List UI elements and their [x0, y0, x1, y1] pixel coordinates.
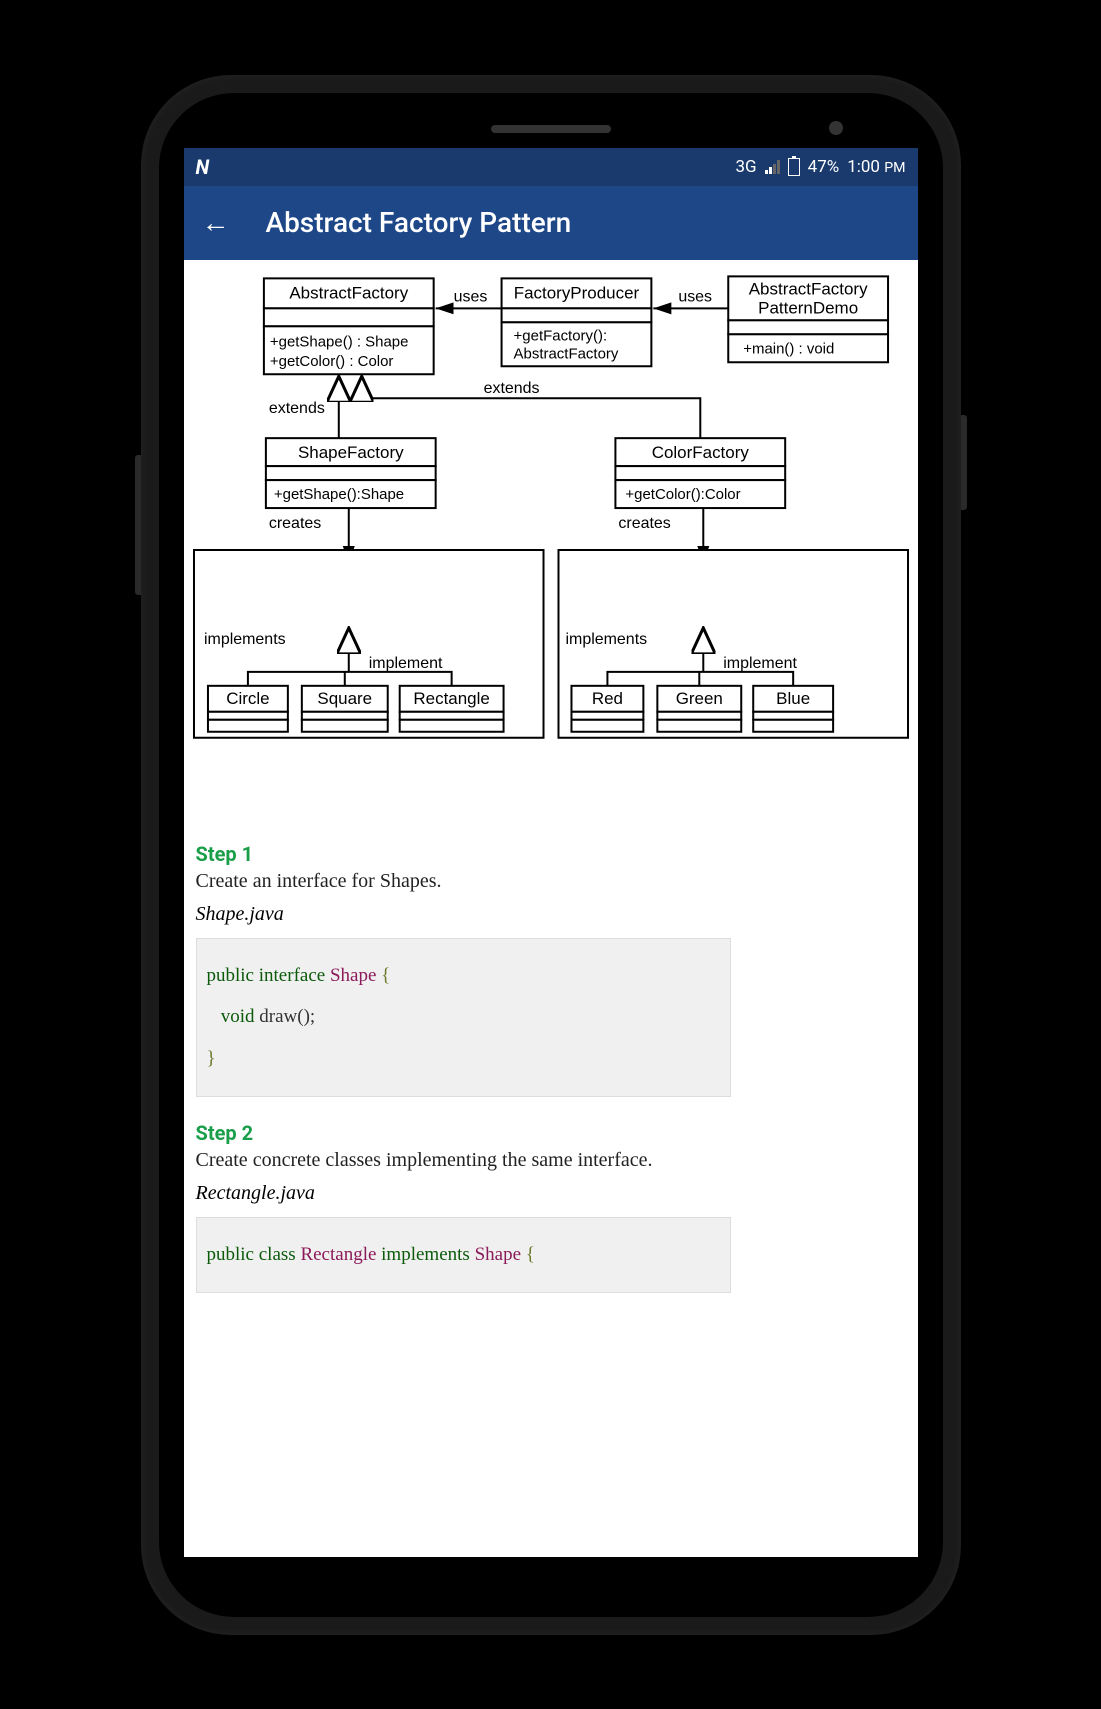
svg-text:ShapeFactory: ShapeFactory: [297, 443, 403, 462]
svg-text:PatternDemo: PatternDemo: [758, 298, 858, 317]
uml-node-color-factory: ColorFactory +getColor():Color: [615, 438, 785, 508]
svg-text:Green: Green: [675, 688, 722, 707]
svg-text:+getFactory():: +getFactory():: [513, 327, 607, 344]
svg-text:+main() : void: +main() : void: [743, 340, 834, 357]
volume-button: [135, 455, 141, 595]
svg-text:+getShape() : Shape: +getShape() : Shape: [269, 333, 408, 350]
svg-text:+getColor():Color: +getColor():Color: [625, 486, 740, 503]
uml-node-square: Square: [301, 685, 387, 731]
speaker-grill: [491, 125, 611, 133]
back-arrow-icon[interactable]: ←: [202, 206, 230, 239]
code-block: public interface Shape { void draw();}: [196, 938, 731, 1097]
uml-node-rectangle: Rectangle: [399, 685, 503, 731]
svg-text:FactoryProducer: FactoryProducer: [513, 283, 639, 302]
phone-inner: N 3G 47% 1:00 PM ← Abstract Factory Patt…: [159, 93, 943, 1617]
power-button: [961, 415, 967, 510]
clock-time: 1:00 PM: [847, 157, 905, 177]
uml-node-shape-factory: ShapeFactory +getShape():Shape: [265, 438, 435, 508]
svg-text:AbstractFactory: AbstractFactory: [748, 279, 867, 298]
code-block: public class Rectangle implements Shape …: [196, 1217, 731, 1293]
uml-node-green: Green: [657, 685, 741, 731]
uml-node-abstract-factory: AbstractFactory +getShape() : Shape +get…: [263, 278, 433, 374]
svg-text:AbstractFactory: AbstractFactory: [513, 345, 618, 362]
network-type: 3G: [736, 157, 757, 177]
svg-text:uses: uses: [453, 288, 487, 305]
front-camera: [829, 121, 843, 135]
uml-diagram: AbstractFactory +getShape() : Shape +get…: [184, 268, 918, 838]
battery-icon: [788, 158, 800, 176]
status-left: N: [196, 155, 210, 179]
screen: N 3G 47% 1:00 PM ← Abstract Factory Patt…: [184, 148, 918, 1557]
uml-node-demo: AbstractFactory PatternDemo +main() : vo…: [728, 276, 888, 362]
svg-text:Blue: Blue: [776, 688, 810, 707]
page-title: Abstract Factory Pattern: [266, 206, 572, 239]
svg-text:Red: Red: [591, 688, 622, 707]
svg-text:implement: implement: [723, 654, 797, 671]
uml-node-circle: Circle: [207, 685, 287, 731]
battery-pct: 47%: [808, 157, 840, 177]
svg-text:creates: creates: [268, 515, 320, 532]
svg-text:implements: implements: [203, 630, 285, 647]
phone-frame: N 3G 47% 1:00 PM ← Abstract Factory Patt…: [141, 75, 961, 1635]
svg-text:implements: implements: [565, 630, 647, 647]
step-description: Create an interface for Shapes.: [196, 870, 906, 893]
svg-text:ColorFactory: ColorFactory: [651, 443, 749, 462]
uml-node-blue: Blue: [753, 685, 833, 731]
uml-node-red: Red: [571, 685, 643, 731]
signal-icon: [765, 160, 780, 174]
svg-text:+getColor() : Color: +getColor() : Color: [269, 353, 393, 370]
svg-text:Rectangle: Rectangle: [413, 688, 489, 707]
svg-text:creates: creates: [618, 515, 670, 532]
steps-container: Step 1 Create an interface for Shapes. Sha…: [184, 838, 918, 1313]
app-bar: ← Abstract Factory Pattern: [184, 186, 918, 260]
filename: Shape.java: [196, 903, 906, 926]
step-description: Create concrete classes implementing the…: [196, 1149, 906, 1172]
step-section: Step 1 Create an interface for Shapes. Sha…: [184, 838, 918, 1117]
svg-text:extends: extends: [483, 380, 539, 397]
step-label: Step 2: [196, 1121, 906, 1145]
svg-text:implement: implement: [368, 654, 442, 671]
status-bar: N 3G 47% 1:00 PM: [184, 148, 918, 186]
uml-node-factory-producer: FactoryProducer +getFactory(): AbstractF…: [501, 278, 651, 366]
svg-text:AbstractFactory: AbstractFactory: [289, 283, 408, 302]
status-right: 3G 47% 1:00 PM: [736, 157, 906, 177]
svg-text:+getShape():Shape: +getShape():Shape: [273, 486, 403, 503]
content-area[interactable]: AbstractFactory +getShape() : Shape +get…: [184, 260, 918, 1557]
svg-text:Square: Square: [317, 688, 372, 707]
android-n-icon: N: [196, 155, 210, 179]
filename: Rectangle.java: [196, 1182, 906, 1205]
step-section: Step 2 Create concrete classes implementi…: [184, 1117, 918, 1313]
svg-text:extends: extends: [268, 400, 324, 417]
svg-text:uses: uses: [678, 288, 712, 305]
step-label: Step 1: [196, 842, 906, 866]
svg-text:Circle: Circle: [226, 688, 269, 707]
